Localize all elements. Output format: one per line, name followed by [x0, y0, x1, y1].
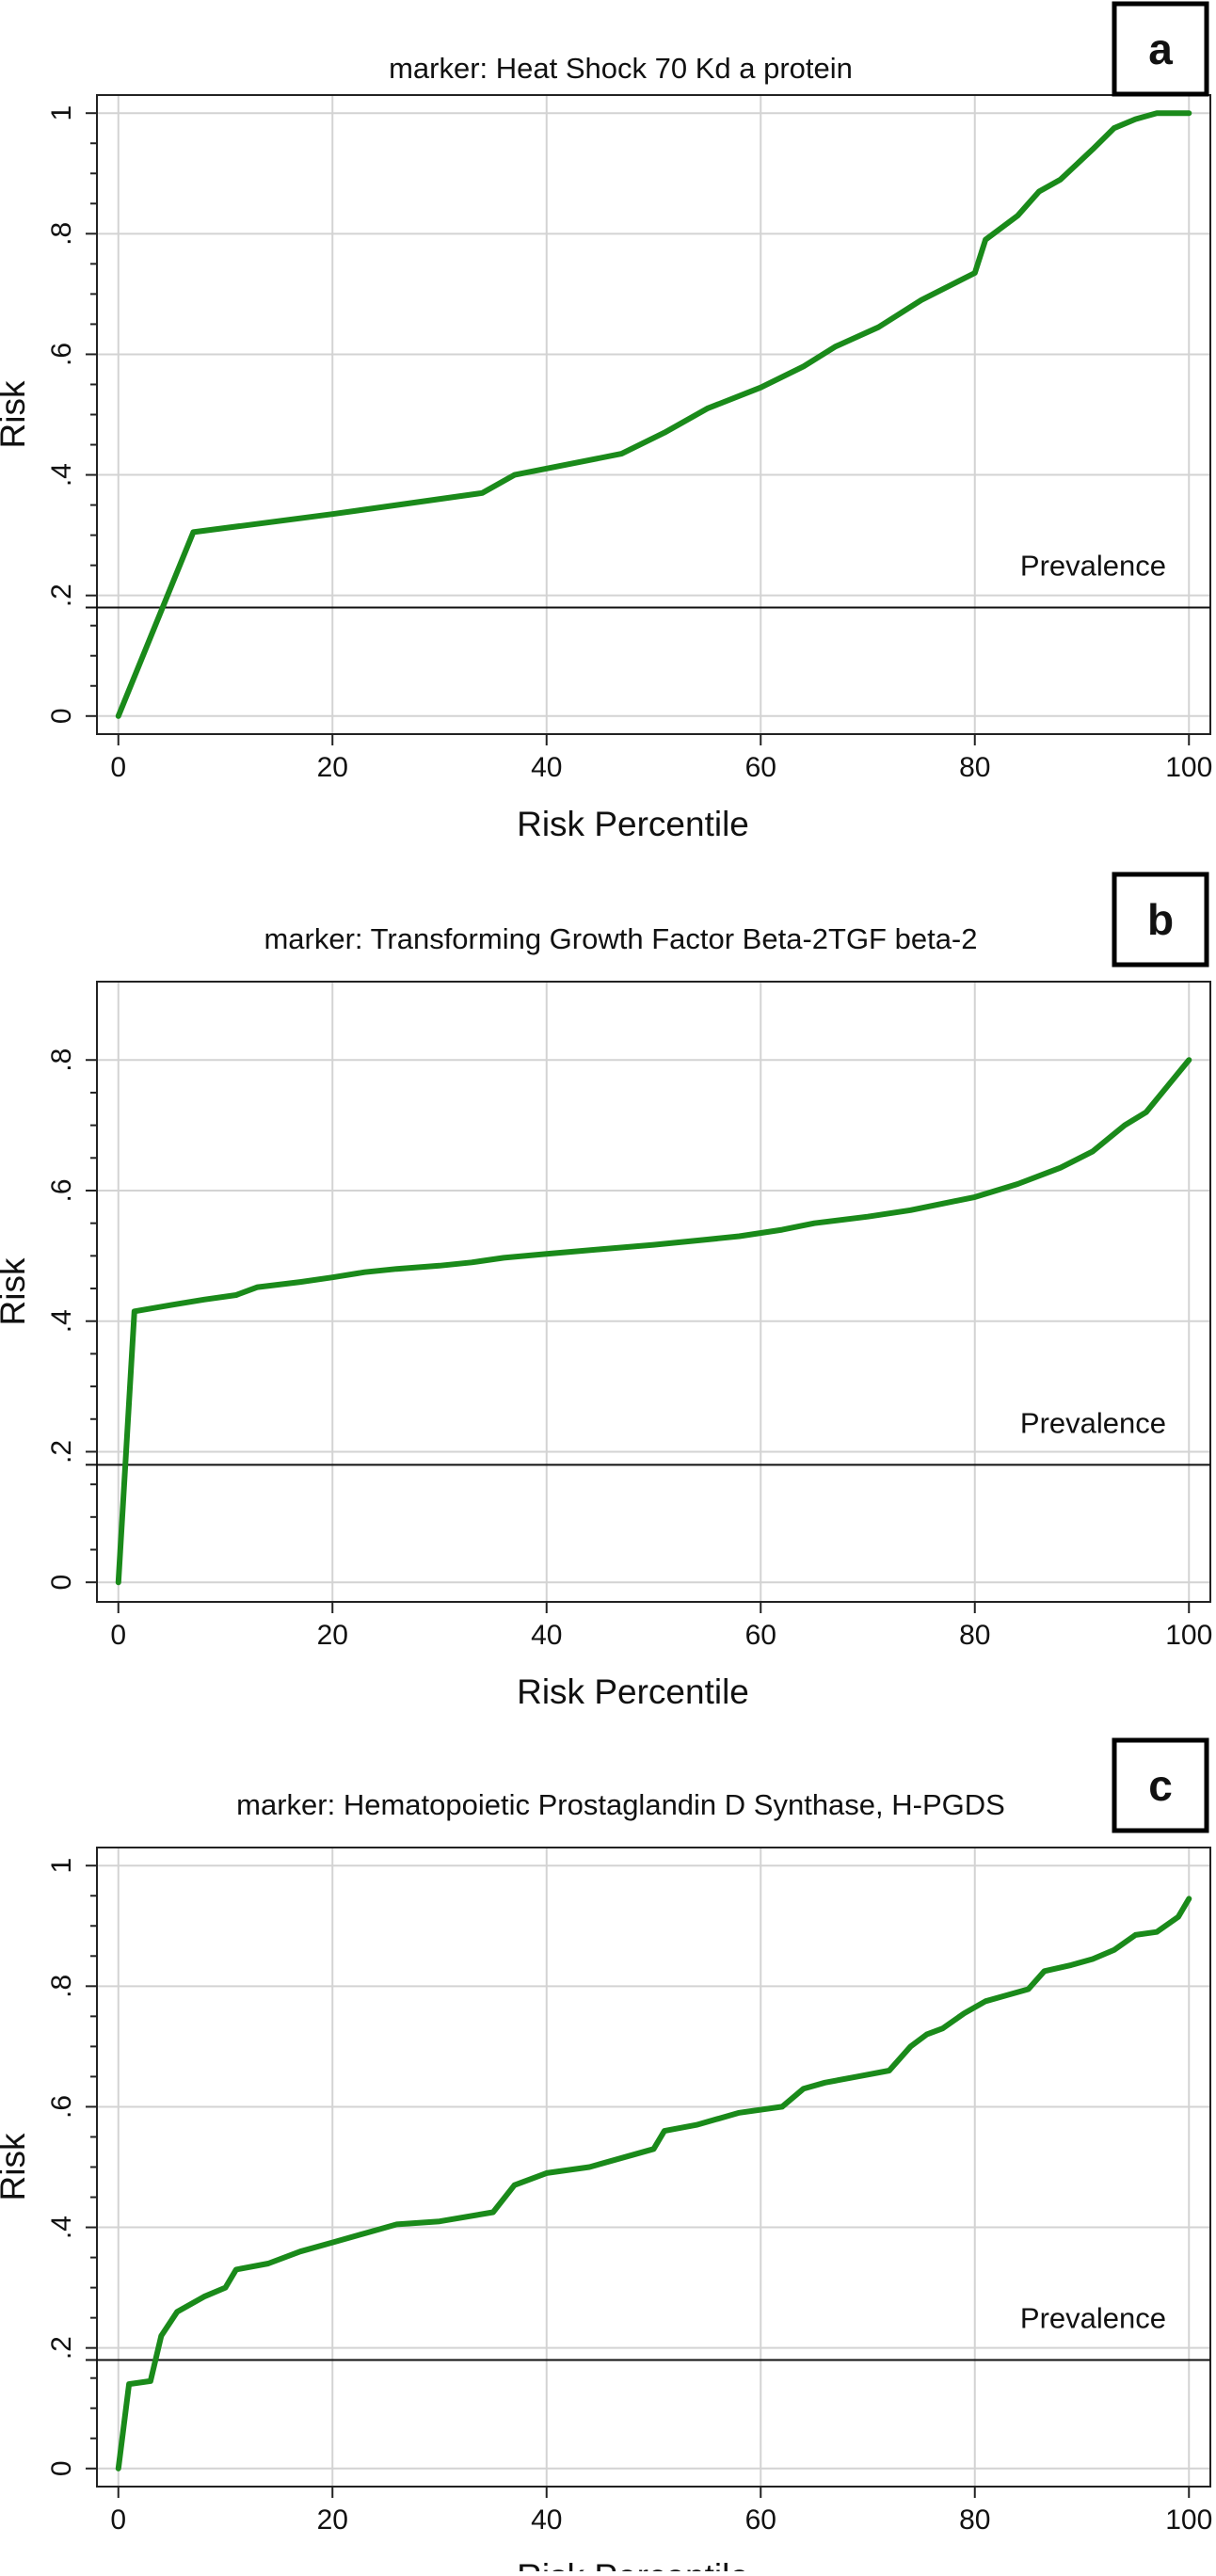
- x-tick-label: 0: [110, 2504, 126, 2536]
- x-tick-label: 40: [531, 752, 562, 783]
- y-tick-label: 0: [46, 2460, 77, 2476]
- x-tick-label: 20: [317, 2504, 348, 2536]
- x-tick-label: 80: [959, 752, 990, 783]
- y-tick-label: .4: [46, 2216, 77, 2239]
- x-tick-label: 100: [1165, 1620, 1212, 1651]
- x-tick-label: 80: [959, 2504, 990, 2536]
- y-tick-label: 0: [46, 708, 77, 724]
- x-tick-label: 0: [110, 752, 126, 783]
- y-tick-label: .6: [46, 2095, 77, 2119]
- x-tick-label: 40: [531, 2504, 562, 2536]
- x-tick-label: 100: [1165, 2504, 1212, 2536]
- y-tick-label: .2: [46, 2336, 77, 2360]
- chart-panel-b: 0 20 40 60 80 100 0 .2 .4 .6 .8 Prevalence marker: T…: [0, 872, 1212, 1711]
- x-tick-label: 100: [1165, 752, 1212, 783]
- panel-label: b: [1147, 895, 1174, 944]
- y-tick-label: .2: [46, 584, 77, 607]
- risk-curve-line: [115, 1057, 1192, 1586]
- panel-label-box: [1112, 1, 1209, 97]
- y-tick-label: .8: [46, 1975, 77, 1998]
- x-tick-label: 0: [110, 1620, 126, 1651]
- chart-title: marker: Transforming Growth Factor Beta-…: [264, 922, 977, 955]
- x-axis-label: Risk Percentile: [517, 1672, 749, 1711]
- chart-panel-a: 0 20 40 60 80 100 0 .2 .4 .6 .8 1 Prevalence marker: …: [0, 1, 1212, 843]
- y-tick-label: 1: [46, 105, 77, 121]
- y-tick-label: .8: [46, 222, 77, 246]
- risk-curve-line: [115, 1896, 1192, 2472]
- x-tick-label: 60: [745, 752, 776, 783]
- x-tick-label: 60: [745, 2504, 776, 2536]
- x-tick-label: 20: [317, 752, 348, 783]
- panel-label: a: [1148, 24, 1173, 73]
- prevalence-label: Prevalence: [1020, 1406, 1166, 1439]
- y-tick-label: .6: [46, 1178, 77, 1202]
- panel-label: c: [1148, 1761, 1173, 1810]
- y-tick-label: .6: [46, 343, 77, 366]
- y-axis-label: Risk: [0, 1257, 32, 1325]
- x-tick-label: 80: [959, 1620, 990, 1651]
- y-axis-label: Risk: [0, 380, 32, 448]
- panel-label-box: [1112, 1737, 1209, 1833]
- chart-title: marker: Hematopoietic Prostaglandin D Sy…: [236, 1788, 1005, 1821]
- x-tick-label: 20: [317, 1620, 348, 1651]
- x-tick-label: 60: [745, 1620, 776, 1651]
- chart-title: marker: Heat Shock 70 Kd a protein: [389, 52, 853, 85]
- y-tick-label: 1: [46, 1858, 77, 1874]
- chart-panel-c: 0 20 40 60 80 100 0 .2 .4 .6 .8 1 Prevalence marker: …: [0, 1737, 1212, 2576]
- plot-frame: [96, 981, 1211, 1603]
- prevalence-label: Prevalence: [1020, 549, 1166, 582]
- x-axis-label: Risk Percentile: [517, 2557, 749, 2571]
- y-tick-label: .4: [46, 463, 77, 487]
- risk-curve-line: [115, 110, 1192, 719]
- y-tick-label: .4: [46, 1309, 77, 1333]
- y-axis-label: Risk: [0, 2133, 32, 2200]
- y-tick-label: .8: [46, 1048, 77, 1072]
- y-tick-label: .2: [46, 1440, 77, 1464]
- y-tick-label: 0: [46, 1575, 77, 1591]
- panel-label-box: [1112, 872, 1209, 968]
- prevalence-label: Prevalence: [1020, 2301, 1166, 2334]
- plot-frame: [96, 1847, 1211, 2488]
- x-tick-label: 40: [531, 1620, 562, 1651]
- x-axis-label: Risk Percentile: [517, 805, 749, 843]
